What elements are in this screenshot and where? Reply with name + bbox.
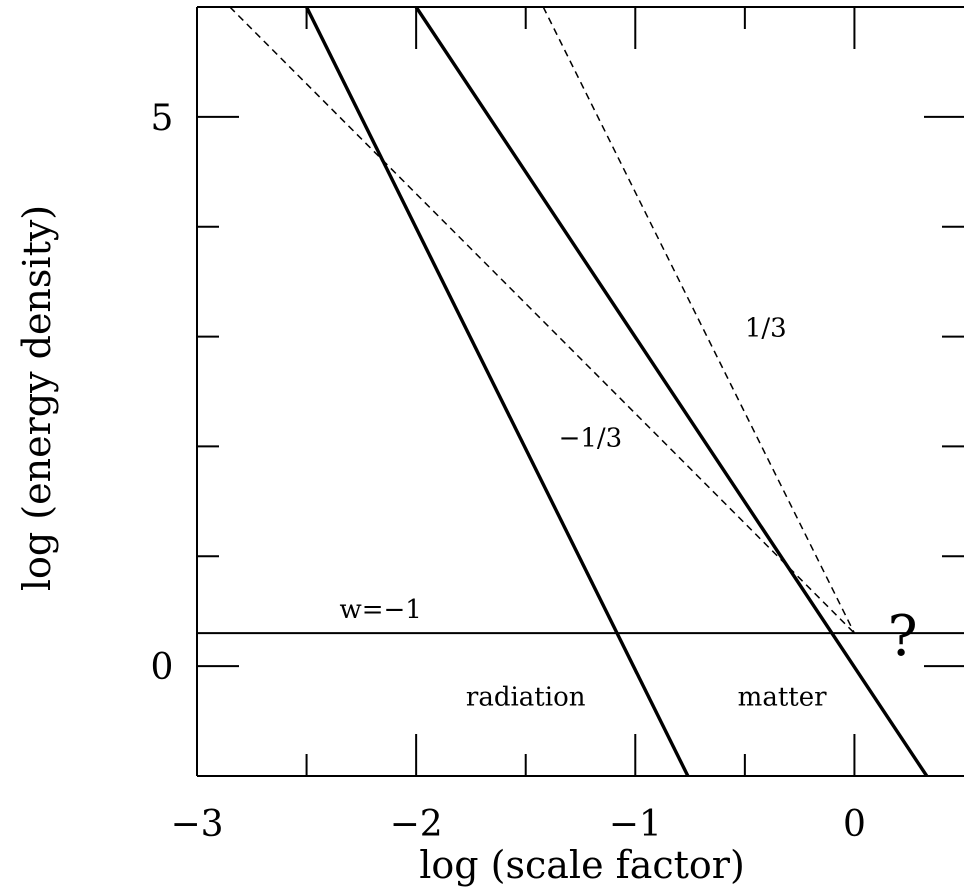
annotation-label: matter bbox=[738, 683, 827, 713]
x-tick-label: 0 bbox=[843, 804, 866, 845]
plot-frame bbox=[196, 6, 964, 777]
annotation-label: radiation bbox=[466, 683, 586, 713]
x-tick-label: −3 bbox=[170, 804, 223, 845]
x-axis-title: log (scale factor) bbox=[419, 843, 745, 887]
question-mark-annotation: ? bbox=[888, 604, 918, 669]
series-line-matter bbox=[414, 7, 929, 776]
axis-ticks bbox=[196, 7, 964, 776]
y-tick-label: 5 bbox=[151, 98, 174, 139]
series-lines bbox=[197, 7, 964, 776]
annotation-label: −1/3 bbox=[559, 423, 623, 453]
annotations: 1/3 −1/3 w=−1 radiation matter? bbox=[339, 314, 917, 713]
y-tick-label: 0 bbox=[151, 647, 174, 688]
series-line-1-3 bbox=[542, 7, 856, 634]
annotation-label: 1/3 bbox=[745, 314, 787, 344]
x-tick-label: −1 bbox=[609, 804, 662, 845]
y-axis-title: log (energy density) bbox=[15, 205, 59, 591]
series-line-1-3 bbox=[229, 7, 855, 634]
annotation-label: w=−1 bbox=[339, 595, 421, 625]
x-tick-label: −2 bbox=[390, 804, 443, 845]
tick-labels: −3 −2 −1 0 0 5 bbox=[151, 98, 866, 845]
series-line-radiation bbox=[305, 7, 690, 776]
